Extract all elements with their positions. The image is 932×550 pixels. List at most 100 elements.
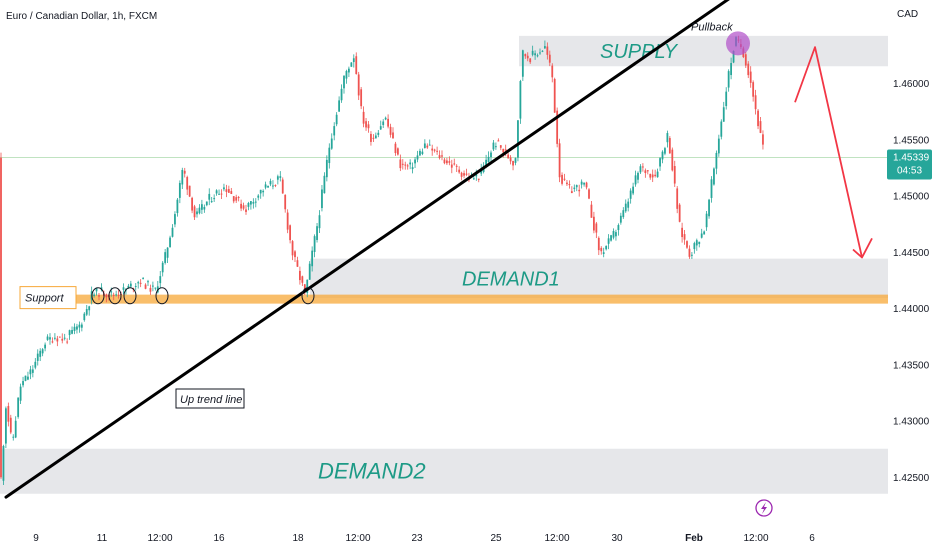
candle (762, 130, 764, 150)
candle (664, 146, 666, 156)
candle (205, 201, 208, 207)
candle (22, 376, 24, 388)
support-touch-circle (301, 287, 315, 305)
candle (419, 148, 421, 157)
candle (17, 397, 20, 419)
demand2-zone[interactable] (0, 448, 888, 494)
lightning-event-icon[interactable] (755, 499, 773, 517)
candle (624, 199, 627, 213)
candle (659, 157, 661, 171)
candle (360, 86, 363, 110)
candle (7, 402, 10, 427)
candle (328, 143, 331, 169)
candle (215, 189, 218, 196)
candle (379, 120, 382, 130)
price-tick-label: 1.44000 (893, 304, 930, 315)
support-touch-circle (155, 287, 169, 305)
candle (186, 175, 189, 196)
support-touch-circle (91, 287, 105, 305)
candle (24, 375, 27, 382)
candle (568, 180, 571, 189)
projection-arrow[interactable] (794, 46, 873, 259)
candle (593, 211, 595, 234)
candle (203, 204, 206, 213)
candle (56, 335, 59, 347)
currency-label: CAD (897, 9, 918, 20)
candle (144, 283, 147, 290)
candle (384, 116, 387, 121)
candle (213, 194, 216, 202)
candle (460, 171, 463, 181)
candle (404, 161, 407, 170)
candle (95, 287, 98, 296)
candle (201, 199, 203, 214)
candle (139, 279, 142, 288)
price-tick-label: 1.43000 (893, 417, 930, 428)
candle (338, 96, 340, 112)
candle (693, 241, 696, 254)
candle (78, 321, 81, 333)
candle (254, 198, 257, 208)
candle (514, 157, 517, 166)
candle (517, 120, 519, 162)
uptrend-line[interactable] (4, 0, 778, 499)
candle (164, 248, 167, 265)
candle (281, 177, 284, 194)
candle (264, 181, 267, 190)
candle (100, 283, 103, 292)
time-tick-label: 12:00 (544, 533, 569, 544)
time-tick-label: 6 (809, 533, 815, 544)
pullback-marker (726, 31, 750, 56)
candle (600, 246, 603, 255)
candle (700, 228, 703, 239)
time-axis[interactable]: 9 11 12:00 16 18 12:00 23 25 12:00 30 Feb 12:00 6 (33, 533, 815, 544)
candle (169, 235, 171, 248)
candle (252, 198, 255, 209)
supply-zone[interactable] (519, 35, 888, 67)
symbol-title[interactable]: Euro / Canadian Dollar, 1h, FXCM (6, 11, 157, 22)
candle (713, 167, 715, 186)
price-tick-label: 1.45000 (893, 192, 930, 203)
candle (426, 143, 429, 149)
candle (316, 223, 318, 243)
candle (446, 157, 448, 166)
candle (323, 172, 326, 194)
candle (377, 130, 380, 138)
candle (583, 182, 585, 187)
candle (247, 201, 250, 211)
support-line[interactable] (76, 294, 888, 304)
candle (291, 239, 294, 261)
candle (93, 292, 95, 298)
candle (242, 202, 245, 211)
candle (524, 53, 527, 59)
candle (267, 185, 269, 188)
price-tag-background (887, 149, 932, 180)
price-axis[interactable]: CAD 1.46000 1.45500 1.45000 1.44500 1.44000 1… (893, 9, 930, 484)
candle (619, 212, 622, 225)
candle (521, 49, 524, 81)
candle (362, 106, 365, 128)
candle (352, 54, 355, 68)
candle (428, 139, 431, 146)
projection-path (794, 46, 863, 258)
candle (137, 280, 140, 289)
candle (754, 89, 757, 115)
time-tick-label: 12:00 (345, 533, 370, 544)
pullback-label: Pullback (691, 21, 733, 33)
candle (39, 348, 42, 362)
current-price-tag: 1.45339 04:53 (887, 149, 932, 180)
demand1-zone[interactable] (310, 258, 888, 298)
candle (129, 280, 132, 288)
support-touch-circle (123, 287, 137, 305)
candle (575, 184, 578, 192)
candle (455, 164, 458, 173)
candle (597, 236, 600, 256)
candle (308, 261, 311, 280)
candle (357, 71, 360, 101)
candle (539, 48, 541, 55)
candle (421, 148, 424, 156)
candle (372, 134, 375, 142)
candle (225, 184, 228, 198)
candle (46, 334, 49, 341)
